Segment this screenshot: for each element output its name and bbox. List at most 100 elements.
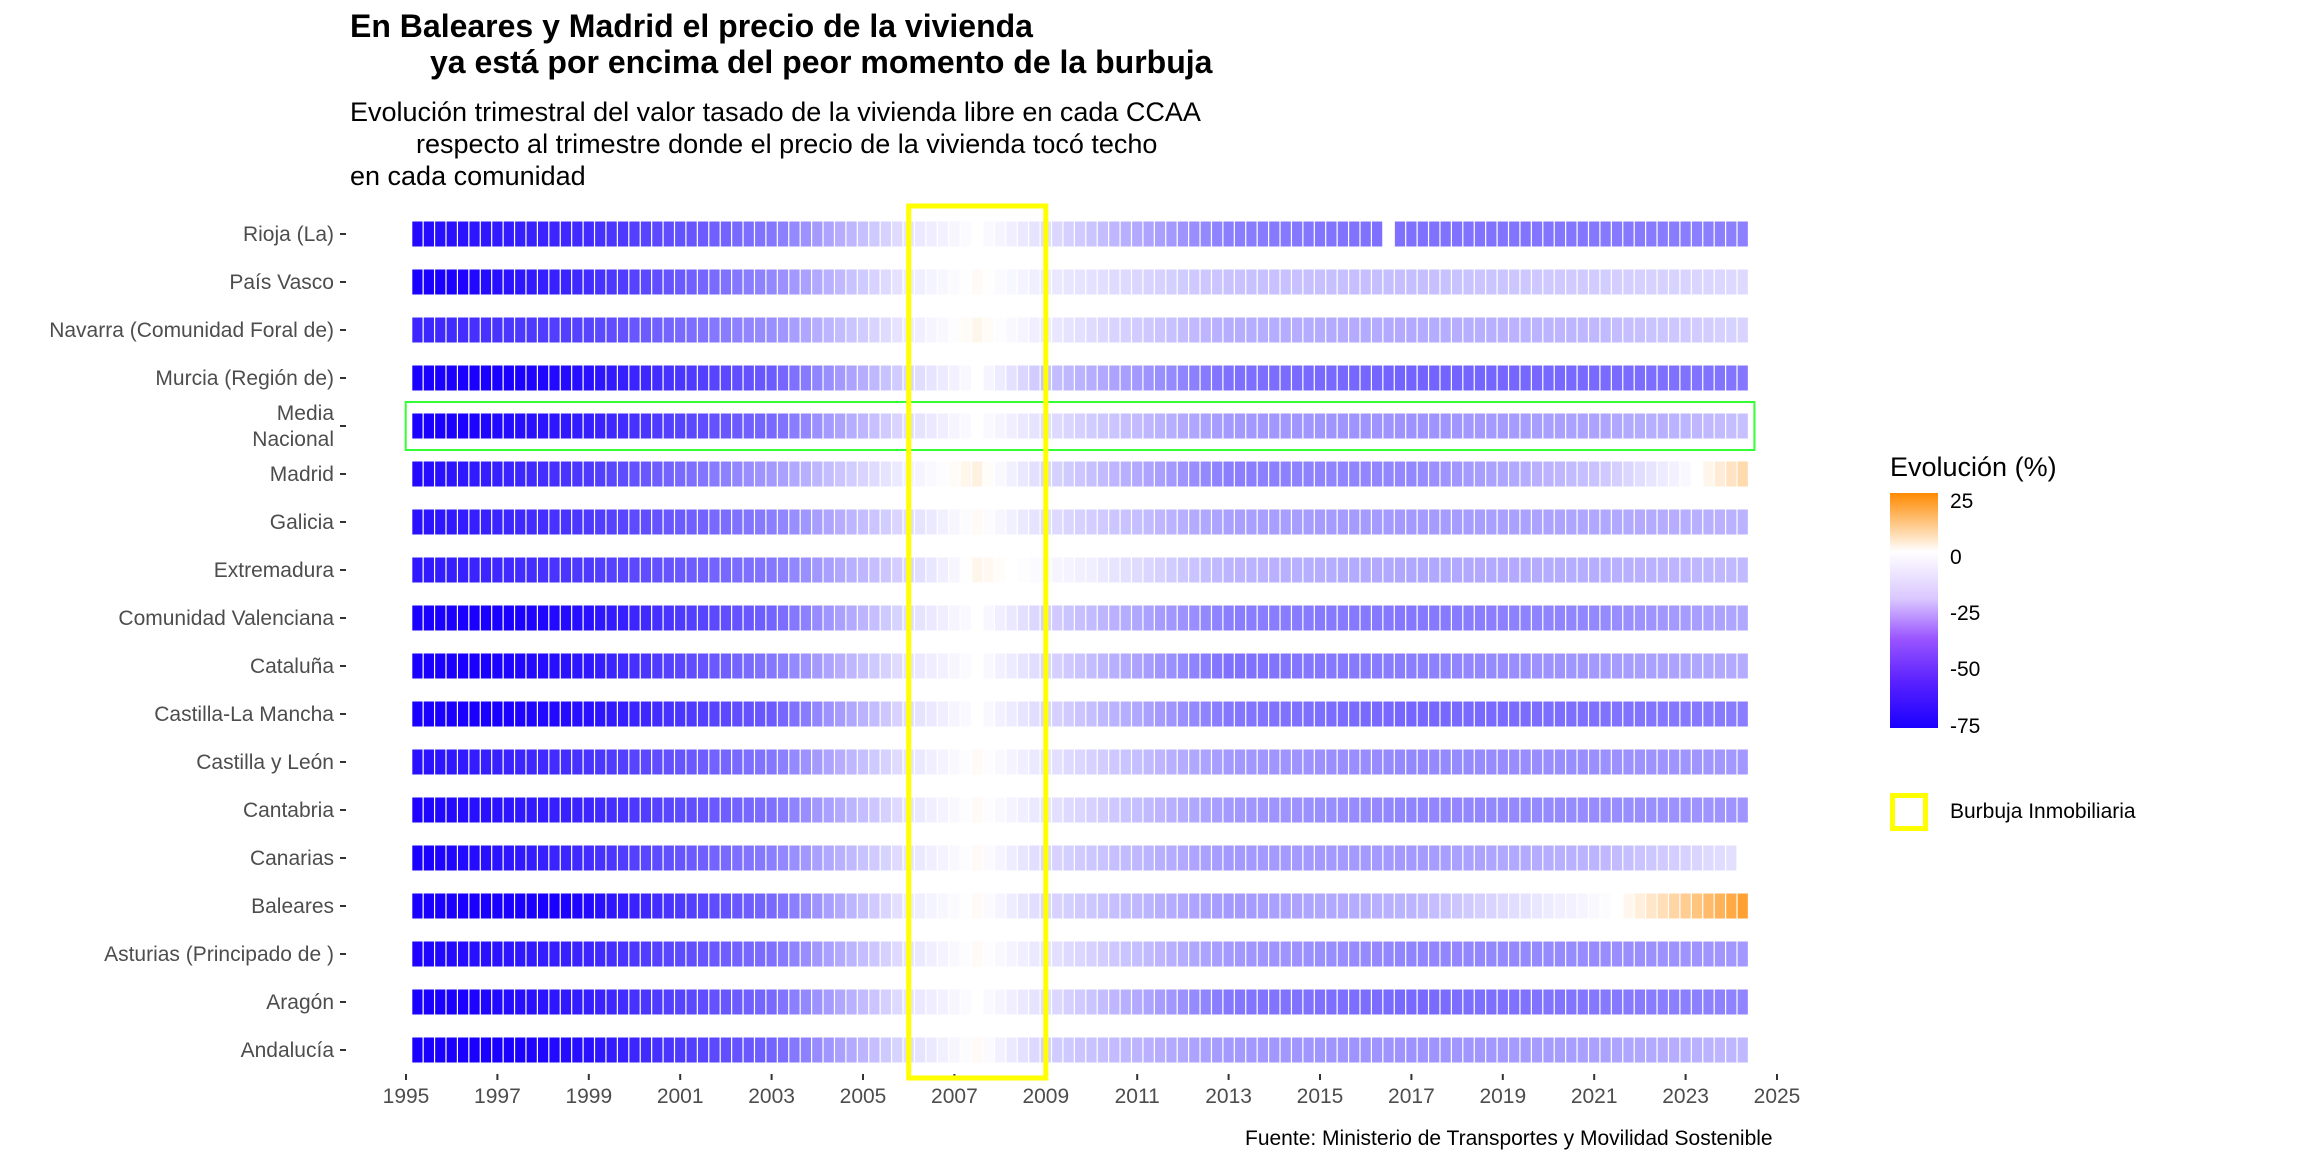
heatmap-cell (1474, 1037, 1486, 1063)
heatmap-cell (549, 557, 560, 583)
heatmap-cell (629, 509, 640, 535)
heatmap-cell (880, 413, 891, 439)
heatmap-cell (1691, 893, 1703, 919)
heatmap-cell (697, 1037, 709, 1063)
legend-tick-minus-75: -75 (1950, 715, 1981, 738)
heatmap-cell (663, 509, 674, 535)
heatmap-cell (1086, 941, 1097, 967)
heatmap-cell (1120, 221, 1131, 247)
heatmap-cell (926, 269, 937, 295)
heatmap-cell (1509, 461, 1520, 487)
heatmap-cell (606, 557, 617, 583)
heatmap-cell (1052, 605, 1063, 631)
heatmap-cell (1269, 845, 1280, 871)
heatmap-cell (1120, 941, 1131, 967)
heatmap-cell (1429, 893, 1440, 919)
heatmap-cell (1303, 941, 1314, 967)
heatmap-cell (1223, 1037, 1234, 1063)
y-tick-label: Galicia (270, 511, 335, 534)
heatmap-cell (686, 701, 697, 727)
x-tick-label: 2013 (1205, 1085, 1252, 1108)
heatmap-cell (1463, 461, 1474, 487)
heatmap-cell (983, 605, 994, 631)
heatmap-cell (629, 221, 640, 247)
heatmap-cell (1280, 557, 1291, 583)
heatmap-cell (412, 605, 423, 631)
heatmap-cell (1509, 221, 1520, 247)
heatmap-cell (1257, 893, 1268, 919)
heatmap-cell (766, 509, 777, 535)
heatmap-cell (800, 989, 811, 1015)
heatmap-cell (640, 269, 652, 295)
heatmap-cell (823, 893, 834, 919)
heatmap-cell (1269, 557, 1280, 583)
heatmap-cell (675, 653, 686, 679)
heatmap-cell (1703, 317, 1714, 343)
heatmap-cell (1234, 797, 1246, 823)
heatmap-cell (1394, 557, 1406, 583)
heatmap-cell (1566, 557, 1577, 583)
heatmap-cell (1372, 413, 1383, 439)
heatmap-cell (720, 509, 732, 535)
heatmap-cell (1497, 893, 1508, 919)
heatmap-cell (1280, 1037, 1291, 1063)
heatmap-cell (1543, 845, 1554, 871)
heatmap-cell (446, 941, 457, 967)
heatmap-cell (777, 317, 789, 343)
heatmap-cell (1646, 461, 1657, 487)
heatmap-cell (1543, 797, 1554, 823)
heatmap-cell (1337, 701, 1348, 727)
heatmap-cell (1223, 797, 1234, 823)
heatmap-cell (652, 893, 663, 919)
heatmap-cell (1372, 221, 1383, 247)
heatmap-cell (869, 269, 880, 295)
heatmap-cell (1063, 941, 1074, 967)
heatmap-cell (1257, 221, 1268, 247)
heatmap-cell (1406, 269, 1417, 295)
heatmap-cell (606, 317, 617, 343)
heatmap-cell (1086, 365, 1097, 391)
heatmap-cell (1234, 701, 1246, 727)
heatmap-cell (1292, 701, 1303, 727)
heatmap-cell (469, 845, 480, 871)
heatmap-cell (857, 797, 869, 823)
heatmap-cell (1474, 893, 1486, 919)
heatmap-cell (766, 749, 777, 775)
heatmap-cell (937, 221, 949, 247)
heatmap-cell (1714, 605, 1725, 631)
heatmap-cell (846, 701, 857, 727)
heatmap-cell (537, 461, 549, 487)
heatmap-cell (1372, 893, 1383, 919)
heatmap-cell (1177, 797, 1189, 823)
heatmap-cell (869, 557, 880, 583)
heatmap-cell (1372, 461, 1383, 487)
heatmap-cell (1257, 605, 1268, 631)
heatmap-cell (1634, 749, 1646, 775)
heatmap-cell (937, 941, 949, 967)
heatmap-cell (1657, 509, 1668, 535)
y-tick-label: Asturias (Principado de ) (104, 943, 334, 966)
chart-title: En Baleares y Madrid el precio de la viv… (350, 8, 1212, 80)
heatmap-cell (1234, 461, 1246, 487)
heatmap-cell (469, 1037, 480, 1063)
heatmap-cell (1337, 605, 1348, 631)
heatmap-cell (1074, 653, 1086, 679)
heatmap-cell (1132, 269, 1143, 295)
heatmap-cell (492, 509, 503, 535)
heatmap-cell (1143, 749, 1154, 775)
heatmap-cell (1429, 1037, 1440, 1063)
heatmap-cell (1154, 461, 1166, 487)
heatmap-cell (458, 845, 469, 871)
heatmap-cell (1200, 557, 1211, 583)
heatmap-cell (1520, 989, 1531, 1015)
heatmap-cell (572, 221, 583, 247)
heatmap-cell (1212, 269, 1223, 295)
heatmap-cell (526, 413, 537, 439)
heatmap-cell (1589, 557, 1600, 583)
y-tick-label: Baleares (251, 895, 334, 918)
heatmap-cell (1257, 317, 1268, 343)
heatmap-cell (1280, 941, 1291, 967)
heatmap-cell (1394, 797, 1406, 823)
heatmap-cell (1463, 317, 1474, 343)
heatmap-cell (1691, 701, 1703, 727)
